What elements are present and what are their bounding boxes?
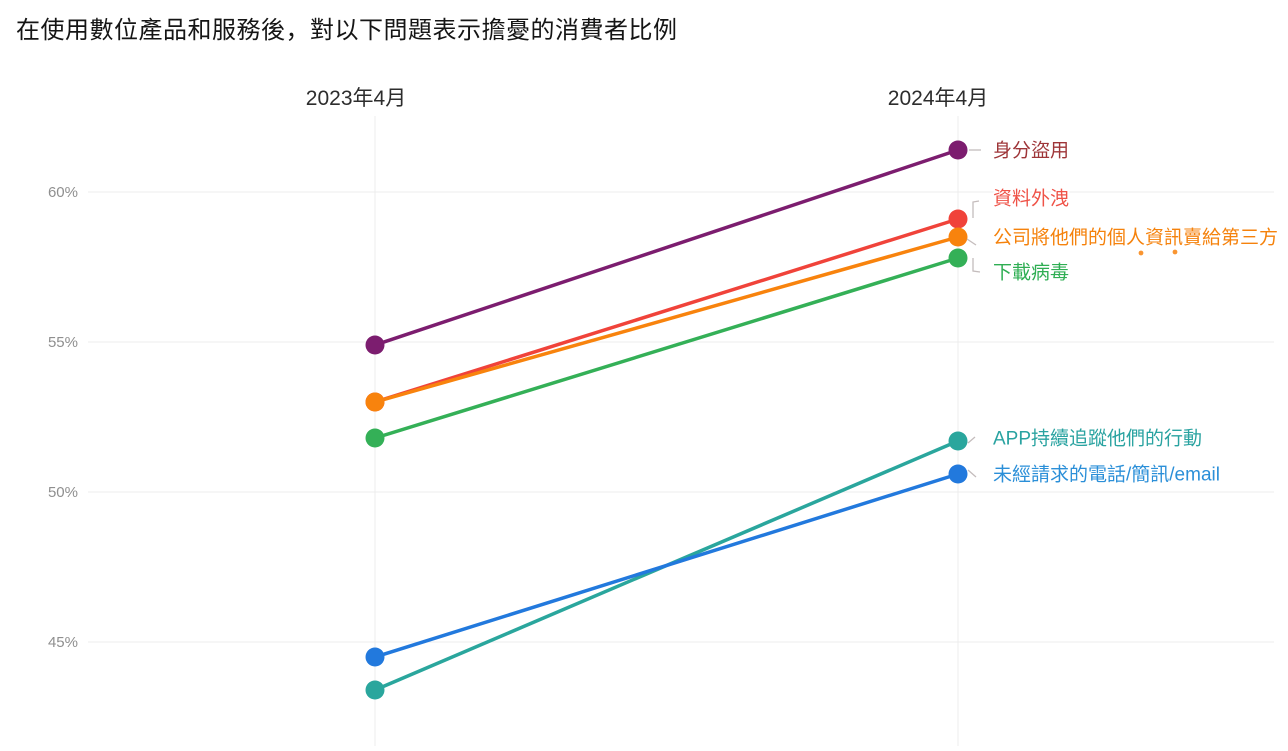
series-label: 下載病毒 [993,262,1069,284]
column-header-right: 2024年4月 [888,87,988,110]
data-point[interactable] [948,227,968,247]
series-line [373,472,960,659]
data-point[interactable] [948,431,968,451]
series-label: APP持續追蹤他們的行動 [993,428,1202,450]
y-tick-label: 45% [48,634,78,651]
label-connector [972,258,981,273]
data-point[interactable] [948,209,968,229]
label-connector [967,469,977,478]
data-point[interactable] [365,428,385,448]
column-header-left: 2023年4月 [306,87,406,110]
data-point[interactable] [948,248,968,268]
series-label: 資料外洩 [993,188,1069,210]
data-point[interactable] [948,140,968,160]
label-connector [972,200,980,218]
clipped-label-artifact [1138,250,1144,256]
chart-title: 在使用數位產品和服務後，對以下問題表示擔憂的消費者比例 [16,17,678,44]
data-point[interactable] [365,680,385,700]
y-tick-label: 60% [48,184,78,201]
series-label: 身分盜用 [993,140,1069,162]
y-tick-label: 55% [48,334,78,351]
series-line [373,148,960,347]
data-point[interactable] [365,335,385,355]
data-point[interactable] [948,464,968,484]
y-tick-label: 50% [48,484,78,501]
data-point[interactable] [365,392,385,412]
series-line [373,256,960,440]
series-line [373,217,960,404]
label-connector [966,238,977,246]
clipped-label-artifact [1172,249,1178,255]
label-connector [967,436,976,444]
series-label: 公司將他們的個人資訊賣給第三方 [993,227,1278,249]
series-line [373,235,960,404]
series-label: 未經請求的電話/簡訊/email [993,464,1220,486]
data-point[interactable] [365,647,385,667]
